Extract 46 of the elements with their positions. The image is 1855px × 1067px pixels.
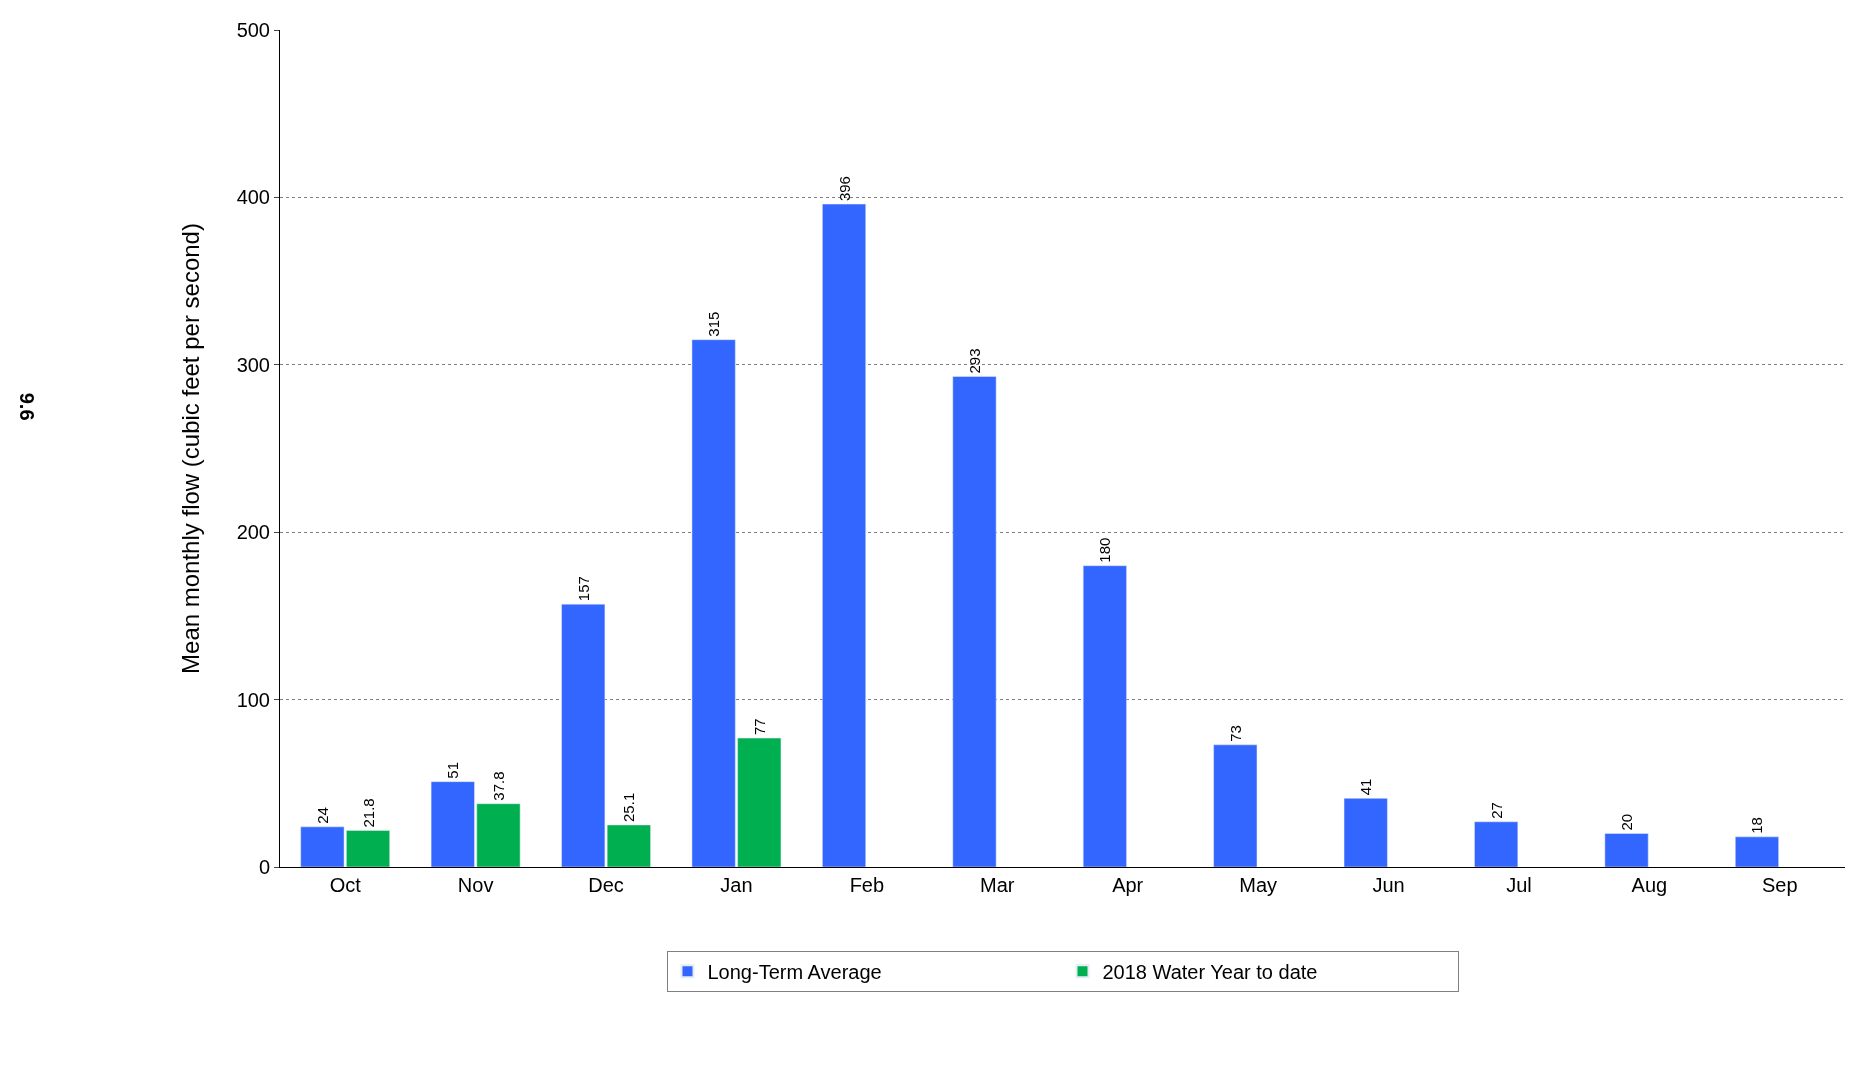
y-tick-label: 0 [258, 856, 270, 878]
data-label: 51 [444, 761, 462, 779]
data-label: 20 [1618, 813, 1636, 831]
y-tick-label: 100 [236, 688, 270, 711]
y-tick-label: 200 [236, 521, 270, 544]
bar [1604, 833, 1649, 867]
y-tick-label: 300 [236, 353, 270, 376]
data-label: 396 [835, 176, 853, 202]
data-label: 21.8 [359, 798, 377, 828]
data-label: 73 [1226, 725, 1244, 742]
data-label: 41 [1357, 778, 1375, 796]
data-label: 293 [965, 348, 983, 374]
legend-label: Long-Term Average [707, 961, 882, 983]
x-tick-label: Oct [329, 874, 362, 896]
data-label: 24 [313, 807, 331, 824]
x-tick-label: Jul [1506, 874, 1532, 896]
data-label: 315 [705, 311, 723, 337]
bar [1213, 744, 1258, 867]
bar [1343, 798, 1388, 867]
legend-label: 2018 Water Year to date [1102, 961, 1318, 983]
x-tick-label: Aug [1631, 874, 1668, 896]
bar [952, 376, 997, 867]
data-label: 157 [574, 576, 592, 602]
x-tick-label: Jan [720, 874, 753, 896]
bar [1735, 836, 1779, 867]
x-tick-label: May [1239, 874, 1278, 896]
y-tick-label: 500 [236, 19, 270, 41]
y-tick-label: 400 [236, 186, 270, 209]
x-tick-label: Apr [1112, 874, 1144, 896]
x-tick-label: Nov [457, 874, 494, 896]
bar [1082, 565, 1127, 867]
data-label: 77 [750, 718, 768, 736]
x-tick-label: Jun [1372, 874, 1405, 896]
bar [1474, 821, 1519, 867]
data-label: 180 [1096, 537, 1114, 563]
x-tick-label: Dec [588, 874, 624, 896]
data-label: 27 [1487, 802, 1505, 819]
data-label: 18 [1748, 817, 1766, 834]
x-tick-label: Sep [1761, 874, 1798, 896]
data-label: 25.1 [620, 792, 638, 822]
text: 9.6 [15, 392, 38, 421]
x-tick-label: Mar [980, 874, 1015, 896]
y-axis-title: Mean monthly flow (cubic feet per second) [176, 223, 204, 674]
data-label: 37.8 [489, 771, 507, 801]
bar [822, 203, 866, 867]
x-tick-label: Feb [849, 874, 885, 896]
